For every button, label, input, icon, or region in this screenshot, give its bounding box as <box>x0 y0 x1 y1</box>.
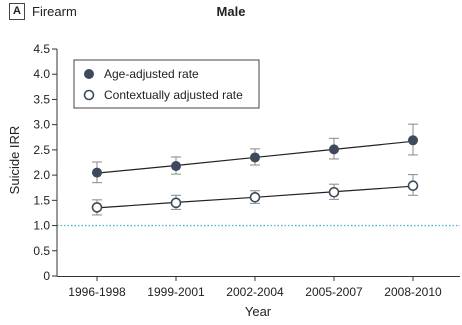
x-tick-label: 2005-2007 <box>305 285 363 299</box>
y-tick-label: 2.0 <box>33 168 50 182</box>
y-tick-label: 1.5 <box>33 193 50 207</box>
data-point <box>172 198 181 207</box>
y-tick-label: 3.5 <box>33 92 50 106</box>
x-tick-label: 1999-2001 <box>147 285 205 299</box>
legend-label: Age-adjusted rate <box>104 67 199 81</box>
data-point <box>92 168 102 178</box>
y-tick-label: 1.0 <box>33 219 50 233</box>
data-point <box>93 203 102 212</box>
y-tick-label: 2.5 <box>33 143 50 157</box>
data-point <box>251 193 260 202</box>
y-tick-label: 4.0 <box>33 67 50 81</box>
data-point <box>330 188 339 197</box>
x-tick-label: 1996-1998 <box>68 285 126 299</box>
x-tick-label: 2002-2004 <box>226 285 284 299</box>
series-layer <box>92 124 418 215</box>
data-point <box>250 152 260 162</box>
series-2 <box>92 175 418 215</box>
legend-marker <box>85 91 94 100</box>
y-tick-label: 3.0 <box>33 118 50 132</box>
legend-label: Contextually adjusted rate <box>104 88 243 102</box>
data-point <box>408 135 418 145</box>
data-point <box>171 161 181 171</box>
legend-marker <box>84 69 94 79</box>
x-axis-label: Year <box>245 304 272 319</box>
y-tick-label: 4.5 <box>33 42 50 56</box>
legend: Age-adjusted rate Contextually adjusted r… <box>74 60 259 108</box>
data-point <box>329 144 339 154</box>
y-tick-label: 0 <box>43 269 50 283</box>
data-point <box>409 181 418 190</box>
y-tick-label: 0.5 <box>33 244 50 258</box>
series-1 <box>92 124 418 183</box>
y-axis-label: Suicide IRR <box>7 126 22 195</box>
x-tick-label: 2008-2010 <box>384 285 442 299</box>
